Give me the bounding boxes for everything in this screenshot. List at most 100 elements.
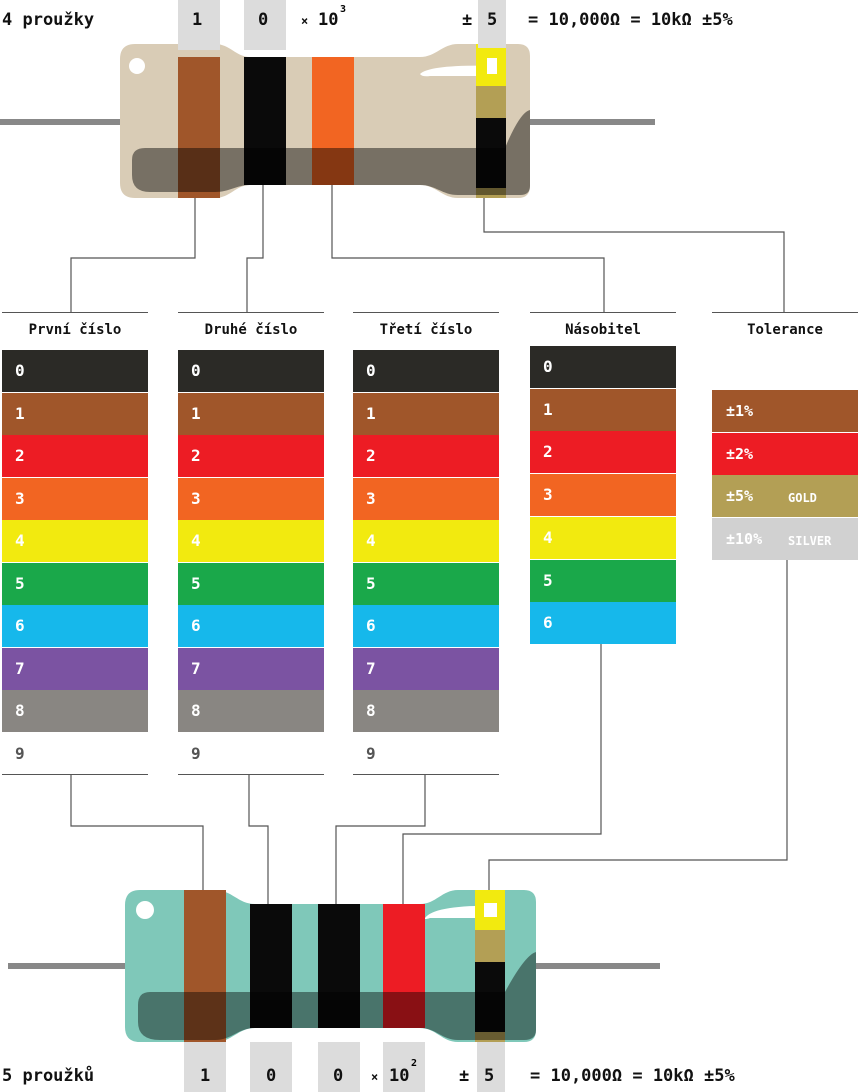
first-digit-row-8: 8 <box>2 690 148 732</box>
tolerance-value: ±5% <box>726 487 754 505</box>
tolerance-name: GOLD <box>788 491 817 505</box>
third-digit-row-7: 7 <box>353 647 499 690</box>
top-band-black <box>244 57 286 185</box>
bottom-strip-4 <box>383 1042 425 1092</box>
first-digit-row-1: 1 <box>2 392 148 435</box>
tolerance-value: ±2% <box>726 444 754 463</box>
top-band-gold-shadow <box>476 118 506 188</box>
bottom-band-brown <box>184 890 226 1042</box>
third-digit-row-0: 0 <box>353 350 499 392</box>
top-shadow <box>132 110 530 195</box>
third-digit-row-3: 3 <box>353 477 499 520</box>
bottom-strip-3 <box>318 1042 360 1092</box>
bottom-gold-glint <box>484 903 497 917</box>
bottom-strip-tol <box>477 1042 505 1092</box>
top-resistor <box>0 44 655 198</box>
second-digit-row-5: 5 <box>178 562 324 605</box>
third-digit-row-2: 2 <box>353 435 499 477</box>
third-digit-row-6: 6 <box>353 605 499 647</box>
top-multiplier-base: 10 <box>318 10 339 30</box>
first-digit-row-3: 3 <box>2 477 148 520</box>
top-strip-1 <box>178 0 220 50</box>
footer-rule-3 <box>353 774 499 775</box>
bottom-digit-2: 0 <box>266 1066 277 1086</box>
header-first-digit: První číslo <box>28 322 122 338</box>
top-tolerance-value: 5 <box>487 10 498 30</box>
second-digit-row-6: 6 <box>178 605 324 647</box>
tolerance-row-0: ±1% <box>712 390 858 432</box>
bottom-shadow <box>138 952 536 1040</box>
bottom-band-black-1 <box>250 904 292 1028</box>
top-multiplier-exponent: 3 <box>340 4 347 15</box>
header-multiplier: Násobitel <box>565 322 641 338</box>
first-digit-row-6: 6 <box>2 605 148 647</box>
top-strip-2 <box>244 0 286 50</box>
top-digit-1: 1 <box>192 10 203 30</box>
third-digit-row-5: 5 <box>353 562 499 605</box>
header-rule-5 <box>712 312 858 313</box>
third-digit-row-9: 9 <box>366 743 376 763</box>
top-gold-glint <box>487 58 497 74</box>
bottom-multiplier-sign: × <box>371 1070 379 1084</box>
bottom-tolerance-value: 5 <box>484 1066 495 1086</box>
bottom-digit-1: 1 <box>200 1066 211 1086</box>
bottom-title: 5 proužků <box>2 1066 95 1086</box>
tolerance-name: SILVER <box>788 533 832 548</box>
header-rule-4 <box>530 312 676 313</box>
top-tolerance-sign: ± <box>462 10 473 30</box>
first-digit-row-7: 7 <box>2 647 148 690</box>
second-digit-row-8: 8 <box>178 690 324 732</box>
first-digit-row-2: 2 <box>2 435 148 477</box>
multiplier-row-4: 4 <box>530 516 676 559</box>
bottom-resistor <box>8 890 660 1042</box>
bottom-digit-3: 0 <box>333 1066 344 1086</box>
third-digit-row-8: 8 <box>353 690 499 732</box>
top-band-orange <box>312 57 354 185</box>
bottom-multiplier-exponent: 2 <box>411 1058 418 1069</box>
multiplier-row-5: 5 <box>530 559 676 602</box>
second-digit-row-0: 0 <box>178 350 324 392</box>
tolerance-value: ±1% <box>726 402 754 420</box>
top-strip-tol <box>478 0 506 48</box>
second-digit-row-3: 3 <box>178 477 324 520</box>
bottom-strip-1 <box>184 1042 226 1092</box>
multiplier-row-0: 0 <box>530 346 676 388</box>
multiplier-row-3: 3 <box>530 474 676 517</box>
tolerance-value: ±10% <box>726 529 763 548</box>
first-digit-row-5: 5 <box>2 562 148 605</box>
bottom-band-black-2 <box>318 904 360 1028</box>
bottom-strip-2 <box>250 1042 292 1092</box>
bottom-band-gold-shadow <box>475 962 505 1032</box>
second-digit-row-9: 9 <box>191 743 201 763</box>
top-title: 4 proužky <box>2 10 95 30</box>
third-digit-row-1: 1 <box>353 392 499 435</box>
connector-lines-top <box>70 185 785 312</box>
second-digit-row-4: 4 <box>178 520 324 562</box>
footer-rule-2 <box>178 774 324 775</box>
multiplier-row-2: 2 <box>530 431 676 474</box>
top-result: = 10,000Ω = 10kΩ ±5% <box>528 10 733 30</box>
bottom-multiplier-base: 10 <box>389 1066 410 1086</box>
multiplier-row-1: 1 <box>530 388 676 431</box>
top-highlight-dot <box>129 58 145 74</box>
bottom-highlight-dot <box>136 901 154 919</box>
header-rule-2 <box>178 312 324 313</box>
header-second-digit: Druhé číslo <box>204 322 298 338</box>
header-third-digit: Třetí číslo <box>379 322 473 338</box>
connector-lines-bottom <box>70 558 788 905</box>
bottom-tolerance-sign: ± <box>459 1066 470 1086</box>
first-digit-row-4: 4 <box>2 520 148 562</box>
first-digit-row-9: 9 <box>15 743 25 763</box>
top-digit-2: 0 <box>258 10 269 30</box>
tolerance-row-3: ±10% SILVER <box>712 517 858 560</box>
second-digit-row-2: 2 <box>178 435 324 477</box>
tolerance-row-2: ±5% GOLD <box>712 475 858 517</box>
header-rule-1 <box>2 312 148 313</box>
second-digit-row-7: 7 <box>178 647 324 690</box>
first-digit-row-0: 0 <box>2 350 148 392</box>
top-multiplier-sign: × <box>301 14 309 28</box>
header-tolerance: Tolerance <box>747 322 823 338</box>
top-band-brown <box>178 57 220 198</box>
